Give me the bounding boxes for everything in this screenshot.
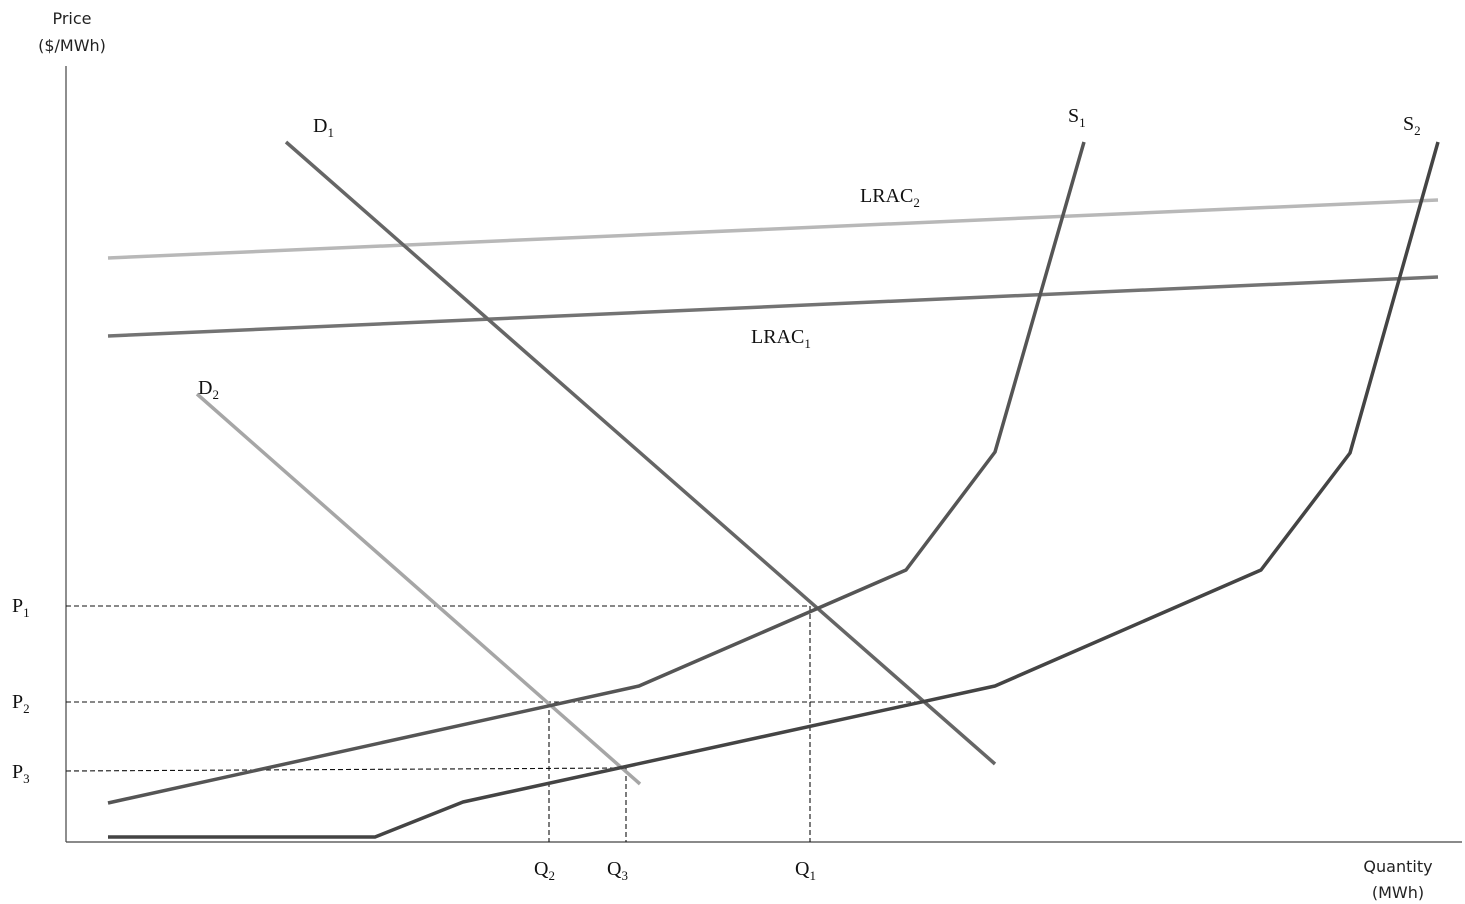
s2-curve <box>108 141 1440 839</box>
lrac1-label: LRAC1 <box>751 326 811 351</box>
y-axis-title-line2: ($/MWh) <box>38 36 106 55</box>
s1-curve <box>107 141 1086 805</box>
p3-guide <box>65 767 627 842</box>
q1-label: Q1 <box>795 858 816 883</box>
x-axis-title-line2: (MWh) <box>1372 883 1424 902</box>
x-axis-title-line1: Quantity <box>1363 857 1432 876</box>
p1-label: P1 <box>12 595 30 620</box>
d1-label: D1 <box>313 115 334 140</box>
q2-label: Q2 <box>534 858 555 883</box>
p1-guide <box>66 605 811 842</box>
lrac1-curve <box>107 275 1439 338</box>
s1-label: S1 <box>1068 105 1086 130</box>
q3-label: Q3 <box>607 858 628 883</box>
y-axis-title-line1: Price <box>52 9 91 28</box>
lrac2-curve <box>107 198 1439 260</box>
s2-label: S2 <box>1403 113 1421 138</box>
d2-label: D2 <box>198 377 219 402</box>
d1-curve <box>284 140 997 766</box>
lrac2-label: LRAC2 <box>860 185 920 210</box>
p3-label: P3 <box>12 761 30 786</box>
d2-curve <box>195 392 642 786</box>
p2-label: P2 <box>12 691 30 716</box>
